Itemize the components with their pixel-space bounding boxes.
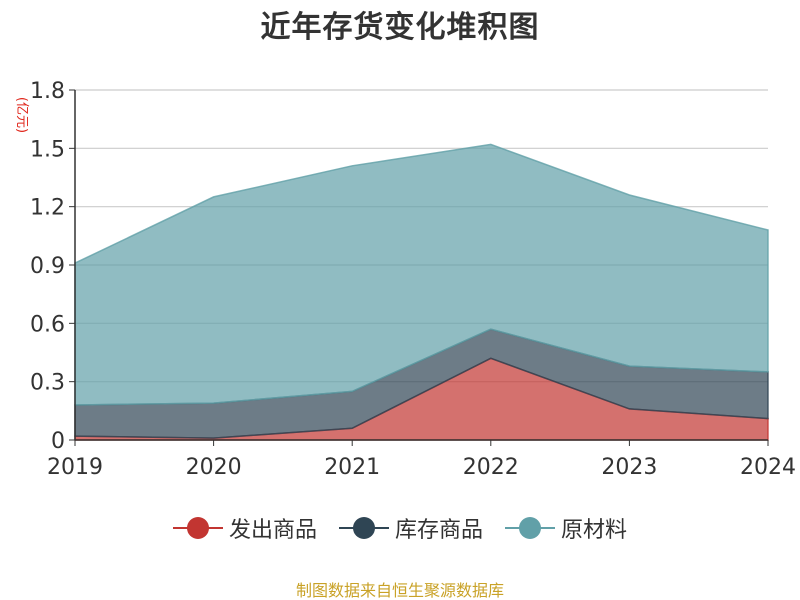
- y-tick-label: 1.8: [30, 79, 65, 104]
- y-tick-label: 0.9: [30, 254, 65, 279]
- legend-item[interactable]: 库存商品: [338, 512, 483, 544]
- legend-swatch-icon: [338, 516, 389, 540]
- chart-legend: 发出商品 库存商品 原材料: [0, 512, 800, 544]
- x-tick-label: 2019: [47, 455, 103, 480]
- x-tick-label: 2024: [740, 455, 796, 480]
- x-tick-label: 2020: [186, 455, 242, 480]
- y-tick-label: 1.5: [30, 137, 65, 162]
- y-tick-label: 0.3: [30, 371, 65, 396]
- area-原材料[interactable]: [74, 143, 769, 406]
- x-tick-label: 2022: [463, 455, 519, 480]
- y-axis-unit: (亿元): [14, 97, 29, 133]
- area-series: [74, 143, 769, 441]
- legend-item[interactable]: 发出商品: [172, 512, 317, 544]
- legend-swatch-icon: [172, 516, 223, 540]
- legend-label: 发出商品: [228, 518, 317, 543]
- x-tick-label: 2023: [601, 455, 657, 480]
- chart-title: 近年存货变化堆积图: [260, 10, 540, 45]
- y-tick-label: 1.2: [30, 196, 65, 221]
- legend-label: 原材料: [561, 518, 628, 543]
- legend-swatch-icon: [505, 516, 555, 540]
- legend-item[interactable]: 原材料: [505, 512, 627, 544]
- source-note: 制图数据来自恒生聚源数据库: [295, 581, 504, 600]
- legend-label: 库存商品: [394, 518, 483, 543]
- tick-labels: 0 0.3 0.6 0.9 1.2 1.5 1.8 2019 2020 2021 2022 2023 2…: [14, 79, 796, 480]
- y-tick-label: 0: [51, 429, 65, 454]
- x-tick-label: 2021: [324, 455, 380, 480]
- axes: [69, 89, 769, 446]
- y-tick-label: 0.6: [30, 312, 65, 337]
